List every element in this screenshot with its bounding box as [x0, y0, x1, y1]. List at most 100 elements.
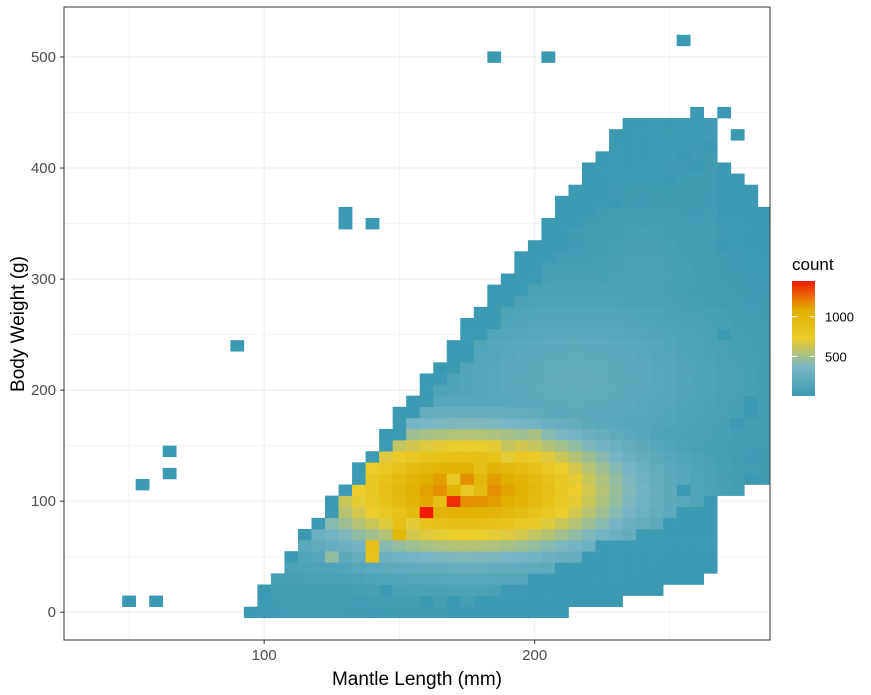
- heatmap-bin: [473, 595, 488, 607]
- heatmap-bin: [703, 162, 718, 174]
- heatmap-bin: [703, 262, 718, 274]
- heatmap-bin: [649, 206, 664, 219]
- heatmap-bin: [527, 540, 542, 552]
- heatmap-bin: [636, 218, 650, 230]
- heatmap-bin: [500, 540, 515, 552]
- heatmap-bin: [622, 262, 637, 274]
- heatmap-bin: [636, 329, 650, 341]
- heatmap-bin: [649, 195, 664, 208]
- heatmap-bin: [663, 129, 677, 141]
- heatmap-bin: [636, 528, 650, 541]
- heatmap-bin: [487, 506, 502, 519]
- heatmap-bin: [649, 218, 664, 230]
- heatmap-bin: [595, 506, 610, 519]
- heatmap-bin: [500, 284, 515, 297]
- heatmap-bin: [649, 495, 664, 508]
- heatmap-bin: [676, 240, 691, 252]
- heatmap-bin: [568, 584, 583, 596]
- heatmap-bin: [690, 573, 705, 585]
- heatmap-bin: [554, 329, 569, 341]
- heatmap-bin: [676, 473, 691, 485]
- heatmap-bin: [825, 329, 839, 340]
- heatmap-bin: [311, 540, 326, 552]
- heatmap-bin: [703, 129, 718, 141]
- heatmap-bin: [730, 395, 745, 408]
- heatmap-bin: [460, 317, 475, 330]
- heatmap-bin: [730, 251, 745, 263]
- heatmap-bin: [853, 296, 867, 307]
- heatmap-bin: [568, 240, 583, 252]
- heatmap-bin: [595, 373, 610, 385]
- heatmap-bin: [297, 584, 312, 596]
- heatmap-bin: [690, 517, 705, 530]
- heatmap-bin: [757, 240, 770, 252]
- heatmap-bin: [676, 562, 691, 574]
- heatmap-bin: [771, 296, 785, 307]
- heatmap-bin: [812, 440, 826, 451]
- heatmap-bin: [649, 451, 664, 463]
- heatmap-bin: [541, 240, 556, 252]
- heatmap-bin: [717, 229, 732, 241]
- heatmap-bin: [636, 373, 650, 385]
- heatmap-bin: [636, 129, 650, 141]
- heatmap-bin: [446, 484, 461, 496]
- heatmap-bin: [622, 340, 637, 352]
- heatmap-bin: [541, 340, 556, 352]
- heatmap-bin: [636, 273, 650, 285]
- heatmap-bin: [379, 517, 393, 530]
- heatmap-bin: [609, 506, 623, 519]
- heatmap-bin: [595, 429, 610, 441]
- heatmap-bin: [338, 551, 353, 563]
- heatmap-bin: [595, 295, 610, 308]
- heatmap-bin: [419, 417, 434, 430]
- heatmap-bin: [500, 317, 515, 330]
- y-tick-label: 200: [31, 382, 56, 399]
- heatmap-bin: [379, 606, 393, 619]
- heatmap-bin: [487, 406, 502, 419]
- heatmap-bin: [541, 517, 556, 530]
- heatmap-bin: [473, 362, 488, 374]
- heatmap-bin: [406, 595, 421, 607]
- heatmap-bin: [595, 240, 610, 252]
- heatmap-bin: [554, 484, 569, 496]
- heatmap-bin: [541, 317, 556, 330]
- heatmap-bin: [730, 440, 745, 452]
- heatmap-bin: [284, 584, 299, 596]
- heatmap-bin: [392, 473, 407, 485]
- heatmap-bin: [527, 240, 542, 252]
- heatmap-bin: [663, 229, 677, 241]
- heatmap-bin: [622, 551, 637, 563]
- heatmap-bin: [676, 329, 691, 341]
- heatmap-bin: [446, 495, 461, 508]
- heatmap-bin: [622, 151, 637, 163]
- heatmap-bin: [730, 206, 745, 219]
- heatmap-bin: [406, 573, 421, 585]
- heatmap-bin: [798, 240, 812, 251]
- heatmap-bin: [419, 573, 434, 585]
- heatmap-bin: [649, 395, 664, 408]
- heatmap-bin: [338, 595, 353, 607]
- heatmap-bin: [554, 306, 569, 319]
- heatmap-bin: [676, 417, 691, 430]
- heatmap-bin: [582, 262, 596, 274]
- heatmap-bin: [527, 362, 542, 374]
- heatmap-bin: [419, 462, 434, 474]
- heatmap-bin: [433, 384, 448, 396]
- heatmap-bin: [717, 218, 732, 230]
- heatmap-bin: [730, 373, 745, 385]
- heatmap-bin: [622, 406, 637, 419]
- heatmap-bin: [527, 395, 542, 408]
- heatmap-bin: [527, 573, 542, 585]
- heatmap-bin: [419, 440, 434, 452]
- heatmap-bin: [460, 506, 475, 519]
- heatmap-bin: [717, 462, 732, 474]
- heatmap-bin: [676, 406, 691, 419]
- heatmap-bin: [514, 606, 529, 619]
- heatmap-bin: [649, 251, 664, 263]
- heatmap-bin: [866, 307, 871, 318]
- heatmap-bin: [676, 184, 691, 197]
- heatmap-bin: [744, 218, 759, 230]
- heatmap-bin: [541, 484, 556, 496]
- heatmap-bin: [419, 562, 434, 574]
- heatmap-bin: [622, 528, 637, 541]
